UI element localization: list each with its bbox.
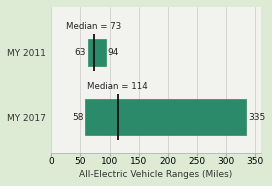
X-axis label: All-Electric Vehicle Ranges (Miles): All-Electric Vehicle Ranges (Miles) xyxy=(79,170,233,179)
Bar xyxy=(85,99,246,135)
Bar xyxy=(88,39,106,66)
Text: Median = 114: Median = 114 xyxy=(87,83,148,92)
Text: 58: 58 xyxy=(72,113,83,122)
Text: 94: 94 xyxy=(108,48,119,57)
Text: 335: 335 xyxy=(248,113,265,122)
Text: Median = 73: Median = 73 xyxy=(66,22,121,31)
Text: 63: 63 xyxy=(75,48,86,57)
